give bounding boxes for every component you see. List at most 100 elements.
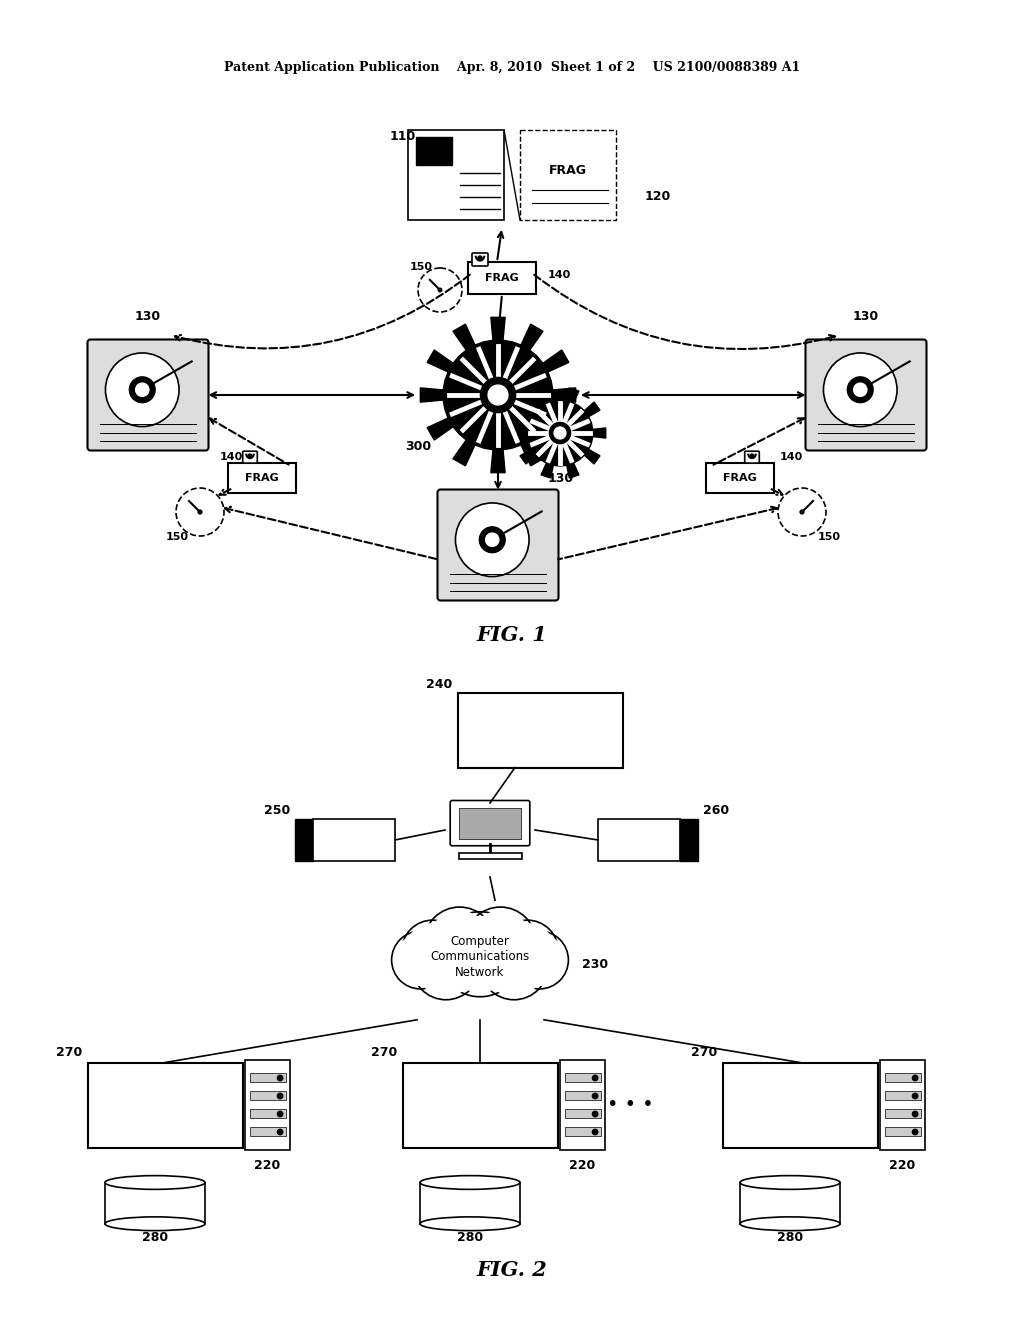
Ellipse shape — [105, 1176, 205, 1189]
Circle shape — [484, 936, 544, 995]
Circle shape — [465, 907, 537, 978]
Text: Communications: Communications — [430, 950, 529, 964]
Text: • • •: • • • — [606, 1096, 653, 1114]
Circle shape — [854, 383, 867, 396]
Circle shape — [848, 378, 873, 403]
Text: 300: 300 — [406, 440, 431, 453]
Text: 270: 270 — [691, 1047, 718, 1060]
Text: P2P: P2P — [459, 1078, 481, 1092]
Text: FRAG: FRAG — [485, 273, 519, 282]
Circle shape — [550, 422, 570, 444]
Circle shape — [480, 932, 548, 999]
Text: Shuffler: Shuffler — [445, 1113, 495, 1126]
Bar — [680, 818, 698, 861]
Ellipse shape — [420, 1176, 520, 1189]
Circle shape — [501, 924, 555, 978]
Text: Shuffler: Shuffler — [765, 1113, 814, 1126]
Text: Patent Application Publication    Apr. 8, 2010  Sheet 1 of 2    US 2100/0088389 : Patent Application Publication Apr. 8, 2… — [224, 62, 800, 74]
Text: 220: 220 — [569, 1159, 596, 1172]
Ellipse shape — [386, 903, 573, 1018]
Bar — [740, 1183, 840, 1224]
FancyBboxPatch shape — [598, 818, 680, 861]
Circle shape — [437, 912, 522, 997]
Text: P2P: P2P — [143, 1078, 167, 1092]
Text: 150: 150 — [410, 261, 433, 272]
Circle shape — [428, 911, 492, 974]
Text: FRAG: FRAG — [723, 473, 757, 483]
Circle shape — [593, 1093, 598, 1098]
Text: 280: 280 — [457, 1232, 483, 1243]
Circle shape — [412, 932, 480, 999]
Circle shape — [593, 1111, 598, 1117]
Bar — [295, 818, 313, 861]
Bar — [564, 1109, 600, 1118]
Text: 130: 130 — [548, 473, 574, 484]
Text: 230: 230 — [582, 958, 608, 972]
Circle shape — [593, 1076, 598, 1081]
Bar — [885, 1090, 921, 1100]
FancyBboxPatch shape — [437, 490, 558, 601]
FancyBboxPatch shape — [87, 1063, 243, 1147]
FancyBboxPatch shape — [245, 1060, 290, 1150]
Text: 260: 260 — [703, 804, 729, 817]
Circle shape — [488, 385, 508, 405]
Text: 150: 150 — [818, 532, 841, 543]
Polygon shape — [420, 317, 575, 473]
Circle shape — [135, 383, 148, 396]
Text: 210: 210 — [483, 814, 507, 825]
Circle shape — [176, 488, 224, 536]
Text: Index: Index — [336, 843, 367, 853]
FancyBboxPatch shape — [408, 129, 504, 220]
FancyBboxPatch shape — [744, 451, 760, 463]
Circle shape — [912, 1130, 918, 1135]
Text: 220: 220 — [890, 1159, 915, 1172]
Circle shape — [438, 288, 441, 292]
FancyBboxPatch shape — [706, 463, 774, 492]
Circle shape — [278, 1130, 283, 1135]
Ellipse shape — [105, 1217, 205, 1230]
Text: FRAG: FRAG — [549, 164, 587, 177]
Text: 140: 140 — [780, 451, 803, 462]
Circle shape — [469, 911, 531, 974]
Circle shape — [395, 935, 445, 986]
Bar — [250, 1073, 286, 1081]
Text: Data Backup: Data Backup — [503, 710, 578, 722]
Circle shape — [401, 920, 463, 981]
FancyBboxPatch shape — [468, 261, 536, 294]
FancyBboxPatch shape — [243, 451, 257, 463]
Circle shape — [105, 352, 179, 426]
Circle shape — [418, 268, 462, 312]
Circle shape — [424, 907, 496, 978]
Circle shape — [514, 935, 565, 986]
Circle shape — [248, 454, 252, 458]
Bar — [459, 853, 521, 859]
Text: 270: 270 — [56, 1047, 83, 1060]
Text: Computer: Computer — [451, 936, 509, 949]
FancyBboxPatch shape — [560, 1060, 605, 1150]
Circle shape — [912, 1093, 918, 1098]
Text: P2P: P2P — [778, 1078, 802, 1092]
Text: 150: 150 — [166, 532, 189, 543]
Ellipse shape — [740, 1176, 840, 1189]
Text: 110: 110 — [390, 129, 416, 143]
Circle shape — [912, 1111, 918, 1117]
Text: and Archive: and Archive — [505, 723, 575, 737]
Text: Shuffler: Shuffler — [130, 1113, 179, 1126]
Text: FIG. 1: FIG. 1 — [476, 624, 548, 645]
Text: Decrypt: Decrypt — [617, 843, 663, 853]
Text: Master: Master — [332, 828, 370, 838]
Circle shape — [416, 936, 476, 995]
Bar — [250, 1109, 286, 1118]
Circle shape — [480, 378, 516, 413]
Circle shape — [485, 533, 499, 546]
Text: 120: 120 — [645, 190, 672, 203]
Circle shape — [391, 931, 450, 989]
Circle shape — [478, 256, 482, 260]
Text: Network: Network — [456, 966, 505, 979]
Circle shape — [497, 920, 558, 981]
Text: Fragment: Fragment — [760, 1094, 820, 1107]
Text: Fragment: Fragment — [125, 1094, 185, 1107]
Circle shape — [479, 527, 505, 553]
FancyBboxPatch shape — [472, 253, 488, 267]
FancyBboxPatch shape — [458, 693, 623, 767]
